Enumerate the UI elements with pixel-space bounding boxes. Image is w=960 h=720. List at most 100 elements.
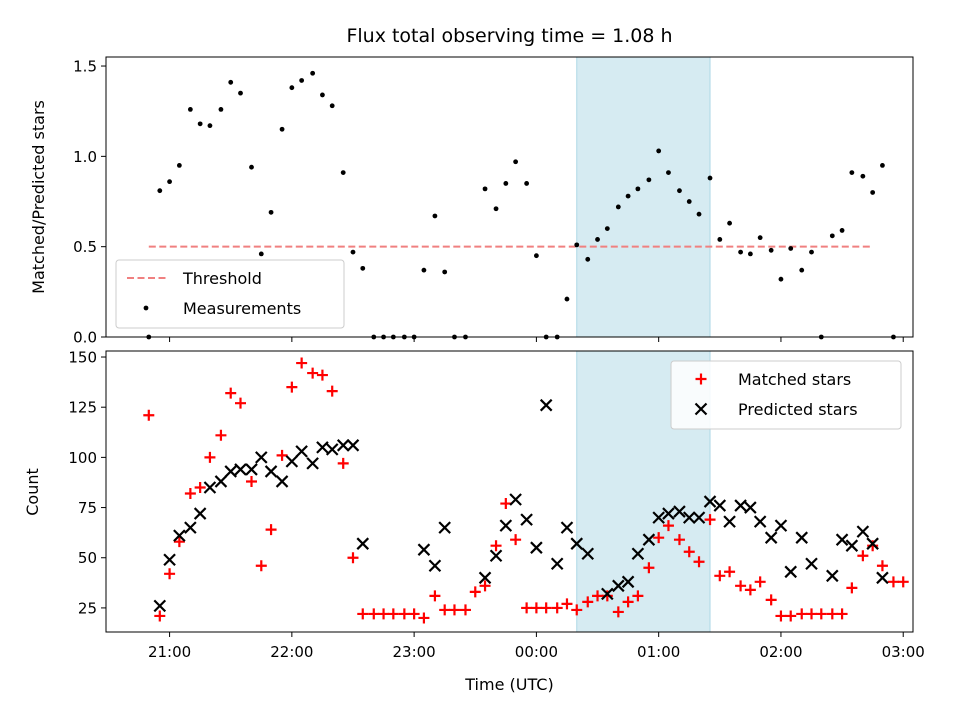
x-tick-label: 03:00 <box>882 643 925 661</box>
matched-star-point <box>286 381 298 393</box>
predicted-star-point <box>713 499 727 512</box>
matched-star-point <box>448 604 460 616</box>
measurement-point <box>880 162 885 168</box>
top-y-tick-label: 1.5 <box>73 58 97 76</box>
matched-star-point <box>561 598 573 610</box>
matched-star-point <box>796 608 808 620</box>
top-y-tick-label: 1.0 <box>73 148 97 166</box>
matched-star-point <box>582 596 594 608</box>
matched-star-point <box>164 568 176 580</box>
matched-star-point <box>765 594 777 606</box>
measurement-point <box>207 123 213 129</box>
predicted-star-point <box>224 465 237 478</box>
predicted-star-point <box>295 445 308 458</box>
predicted-star-point <box>264 465 278 478</box>
matched-star-point <box>643 562 655 574</box>
matched-star-point <box>876 560 888 572</box>
matched-star-point <box>173 536 185 548</box>
predicted-star-point <box>306 457 319 470</box>
bottom-y-axis-label: Count <box>23 468 42 516</box>
measurement-point <box>666 170 671 176</box>
matched-star-point <box>693 556 705 568</box>
predicted-star-point <box>163 553 176 567</box>
bottom-axes-frame <box>105 350 914 633</box>
matched-star-point <box>194 481 206 493</box>
predicted-star-point <box>621 575 635 589</box>
measurement-point <box>299 78 305 83</box>
predicted-star-point <box>673 505 686 518</box>
measurement-point <box>320 92 325 98</box>
matched-star-point <box>265 524 277 536</box>
measurement-point <box>503 181 509 186</box>
measurement-point <box>870 190 876 195</box>
measurement-point <box>258 251 264 257</box>
predicted-star-point <box>214 475 228 488</box>
predicted-star-point <box>856 525 870 538</box>
measurement-point <box>432 213 438 219</box>
matched-star-point <box>775 610 787 622</box>
bottom-panel: 25 50 75 100 125 150 21:00 22:00 23:00 00:00 01:00… <box>68 349 924 661</box>
measurement-point <box>799 267 805 273</box>
predicted-star-point <box>520 513 533 526</box>
matched-star-point <box>307 367 319 379</box>
predicted-star-point <box>560 521 574 534</box>
measurement-point <box>604 226 610 232</box>
measurement-point <box>238 90 243 96</box>
predicted-star-point <box>662 507 675 520</box>
matched-star-point <box>826 608 838 620</box>
matched-star-point <box>754 576 766 588</box>
matched-star-point <box>785 610 797 622</box>
matched-star-point <box>521 602 533 614</box>
measurement-point <box>279 126 285 132</box>
measurement-point <box>727 220 732 226</box>
bottom-y-tick-label: 100 <box>68 449 97 467</box>
measurement-point <box>564 296 570 302</box>
matched-star-point <box>530 602 542 614</box>
measurement-point <box>757 235 763 241</box>
measurement-point <box>778 276 784 282</box>
predicted-star-point <box>193 507 207 520</box>
x-tick-label: 00:00 <box>515 643 558 661</box>
predicted-star-point <box>692 511 706 524</box>
measurement-point <box>218 106 224 112</box>
predicted-star-point <box>570 537 584 550</box>
legend-measurement-swatch <box>143 305 149 311</box>
predicted-star-point <box>428 559 442 573</box>
matched-star-point <box>540 602 552 614</box>
legend-label: Measurements <box>183 299 301 318</box>
matched-star-point <box>347 552 359 564</box>
measurement-point <box>696 211 702 217</box>
measurement-point <box>157 188 163 194</box>
predicted-star-point <box>530 541 543 554</box>
matched-star-point <box>551 602 563 614</box>
chart-title: Flux total observing time = 1.08 h <box>346 25 672 47</box>
matched-star-point <box>836 608 848 620</box>
bottom-y-tick-label: 25 <box>78 599 97 617</box>
measurement-point <box>738 249 743 255</box>
measurement-point <box>686 199 692 204</box>
measurement-point <box>635 186 641 192</box>
matched-star-point <box>724 566 736 578</box>
bottom-series-0 <box>143 357 909 624</box>
predicted-star-point <box>612 579 625 593</box>
measurement-point <box>717 237 723 242</box>
matched-star-point <box>368 608 380 620</box>
matched-star-point <box>857 550 869 562</box>
measurement-point <box>625 193 631 199</box>
predicted-star-point <box>346 439 360 452</box>
measurement-point <box>513 159 519 165</box>
measurement-point <box>574 242 580 248</box>
predicted-star-point <box>866 537 879 550</box>
matched-star-point <box>255 560 267 572</box>
matched-star-point <box>326 385 338 397</box>
matched-star-point <box>673 534 685 546</box>
measurement-point <box>249 164 254 170</box>
matched-star-point <box>846 582 858 594</box>
predicted-star-point <box>826 569 839 583</box>
matched-star-point <box>408 608 420 620</box>
matched-star-point <box>337 457 349 469</box>
x-tick-label: 21:00 <box>148 643 191 661</box>
predicted-star-point <box>835 533 849 546</box>
matched-star-point <box>469 586 481 598</box>
matched-star-point <box>601 590 613 602</box>
